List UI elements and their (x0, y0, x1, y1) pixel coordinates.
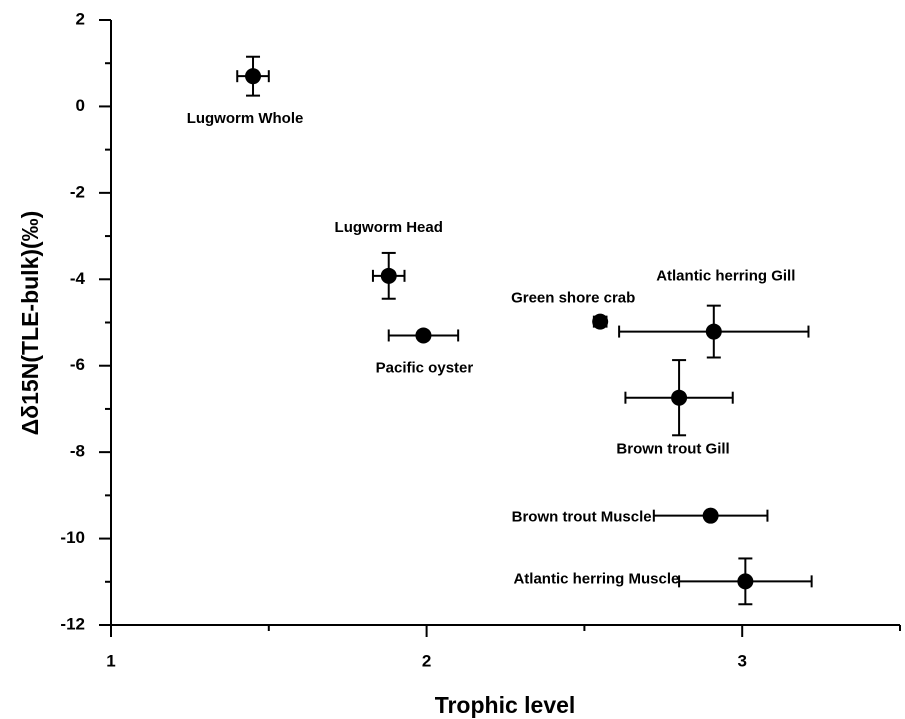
y-tick-label: 2 (76, 9, 85, 28)
point (705, 323, 722, 340)
point (702, 507, 719, 524)
point (245, 68, 262, 85)
point (592, 313, 609, 330)
x-axis-title: Trophic level (435, 692, 576, 718)
y-tick-label: -10 (60, 528, 85, 547)
y-axis-title: Δδ15N(TLE-bulk)(‰) (17, 211, 43, 436)
point-label: Brown trout Gill (616, 441, 729, 458)
y-tick-label: -8 (70, 442, 85, 461)
point (737, 573, 754, 590)
point-label: Atlantic herring Gill (656, 268, 795, 285)
point-label: Lugworm Whole (187, 110, 304, 127)
x-tick-label: 1 (106, 651, 115, 670)
point-label: Pacific oyster (376, 359, 474, 376)
point-label: Atlantic herring Muscle (513, 570, 679, 587)
point-label: Lugworm Head (335, 219, 443, 236)
y-tick-label: -6 (70, 355, 85, 374)
y-tick-label: -4 (70, 269, 86, 288)
point (671, 389, 688, 406)
x-tick-label: 3 (737, 651, 746, 670)
y-tick-label: -12 (60, 614, 85, 633)
point (415, 327, 432, 344)
x-tick-label: 2 (422, 651, 431, 670)
point-label: Green shore crab (511, 290, 635, 307)
y-tick-label: 0 (76, 96, 85, 115)
y-tick-label: -2 (70, 182, 85, 201)
point-label: Brown trout Muscle (512, 509, 652, 526)
point (380, 267, 397, 284)
